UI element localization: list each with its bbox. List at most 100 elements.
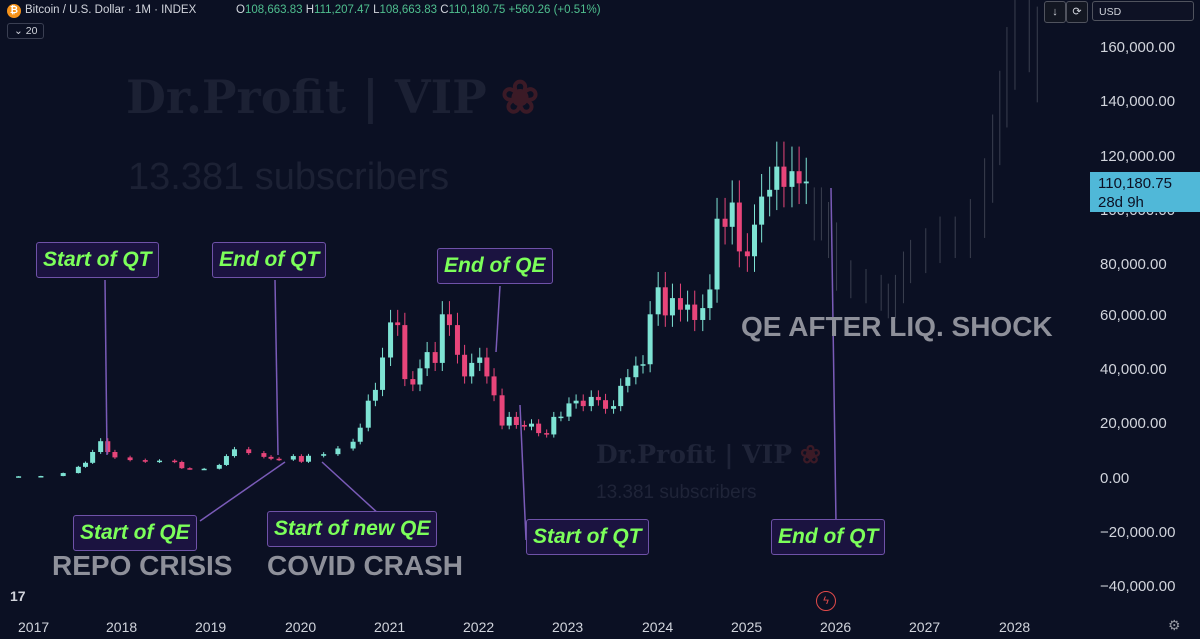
close-value: 110,180.75 [448, 4, 506, 16]
candle-body [187, 468, 193, 470]
price-chart[interactable] [0, 0, 1090, 639]
annotation-connector [104, 279, 108, 456]
y-tick: 20,000.00 [1100, 415, 1167, 432]
candle-body [179, 461, 185, 469]
candle-body [454, 325, 460, 355]
sync-icon[interactable]: ⟳ [1066, 1, 1088, 23]
candle-body [276, 458, 282, 461]
y-tick: −20,000.00 [1100, 524, 1176, 541]
annotation-start-qe-2019: Start of QE [73, 515, 197, 551]
candle-body [506, 416, 512, 426]
candle-body [395, 322, 401, 326]
candle-body [477, 357, 483, 363]
indicator-badge[interactable]: ⌄ 20 [7, 23, 45, 39]
candle-body [529, 423, 534, 427]
annotation-start-new-qe: Start of new QE [267, 511, 438, 547]
y-tick: 80,000.00 [1100, 256, 1167, 273]
candle-body [105, 441, 111, 452]
candle-body [335, 448, 341, 455]
candle-body [796, 171, 802, 184]
candle-body [736, 202, 742, 252]
symbol-title[interactable]: Bitcoin / U.S. Dollar · 1M · INDEX [25, 4, 197, 16]
watermark-subscribers: 13.381 subscribers [128, 156, 450, 198]
y-tick: 60,000.00 [1100, 307, 1167, 324]
candle-body [157, 460, 163, 463]
candle-body [580, 400, 586, 407]
x-tick: 2025 [731, 619, 763, 635]
currency-select[interactable]: USD [1092, 1, 1194, 21]
x-tick: 2023 [552, 619, 584, 635]
watermark-brand: Dr.Profit | VIP ❀ [126, 70, 540, 124]
candle-body [350, 441, 356, 449]
candle-body [722, 218, 728, 227]
candle-body [499, 395, 505, 426]
candle-body [60, 473, 66, 477]
candle-body [521, 425, 527, 427]
x-tick: 2017 [18, 619, 50, 635]
candle-body [142, 460, 148, 462]
x-tick: 2024 [642, 619, 674, 635]
change-value: +560.26 (+0.51%) [508, 4, 601, 16]
candle-body [380, 357, 386, 390]
annotation-connector [199, 461, 286, 522]
candle-body [707, 289, 713, 309]
candle-body [669, 298, 675, 316]
candle-body [469, 362, 475, 377]
tradingview-logo[interactable]: 17 [10, 588, 26, 604]
candles-layer [16, 0, 1038, 478]
candle-body [388, 322, 394, 358]
watermark-brand-small: Dr.Profit | VIP ❀ [596, 440, 821, 469]
annotation-connector [519, 404, 527, 541]
candle-body [83, 462, 88, 467]
annotation-start-qt-2022: Start of QT [526, 519, 649, 555]
annotation-connector [274, 279, 279, 456]
annotation-connector [321, 461, 381, 516]
candle-body [491, 376, 497, 396]
candle-body [692, 304, 698, 320]
candle-body [402, 325, 408, 380]
y-tick: 140,000.00 [1100, 93, 1176, 110]
candle-body [231, 449, 237, 457]
candle-body [372, 389, 378, 401]
candle-body [268, 456, 274, 459]
candle-body [216, 464, 222, 469]
download-icon[interactable]: ↓ [1044, 1, 1066, 23]
label-covid-crash: COVID CRASH [267, 550, 464, 581]
candle-body [595, 396, 601, 401]
x-tick: 2022 [463, 619, 495, 635]
rose-icon: ❀ [500, 70, 540, 124]
candle-body [410, 379, 416, 385]
label-repo-crisis: REPO CRISIS [52, 550, 233, 581]
x-tick: 2026 [820, 619, 852, 635]
candle-body [536, 423, 542, 434]
candle-body [16, 476, 22, 478]
lightning-icon[interactable]: ϟ [816, 591, 836, 611]
candle-body [112, 452, 118, 458]
annotation-lines [104, 187, 837, 541]
x-tick: 2019 [195, 619, 227, 635]
candle-body [789, 171, 795, 187]
candle-body [201, 468, 207, 471]
candle-body [439, 314, 445, 363]
open-label: O [236, 4, 245, 16]
y-tick: 120,000.00 [1100, 148, 1176, 165]
low-label: L [373, 4, 380, 16]
rose-icon: ❀ [800, 440, 821, 469]
candle-body [611, 406, 617, 409]
candle-body [744, 251, 750, 257]
candle-body [633, 365, 639, 378]
candle-body [573, 400, 579, 404]
candle-body [803, 181, 809, 184]
gear-icon[interactable]: ⚙ [1168, 617, 1181, 633]
last-price: 110,180.75 [1098, 175, 1172, 192]
annotation-end-qt-2025: End of QT [771, 519, 886, 555]
candle-body [655, 287, 661, 315]
candle-body [714, 218, 720, 290]
label-qe-after-shock: QE AFTER LIQ. SHOCK [741, 311, 1053, 342]
candle-body [357, 427, 363, 442]
open-value: 108,663.83 [244, 4, 303, 16]
annotation-end-qe-2022: End of QE [437, 248, 553, 284]
candle-body [662, 287, 668, 316]
candle-body [729, 202, 735, 227]
annotation-end-qt-2019: End of QT [212, 242, 327, 278]
